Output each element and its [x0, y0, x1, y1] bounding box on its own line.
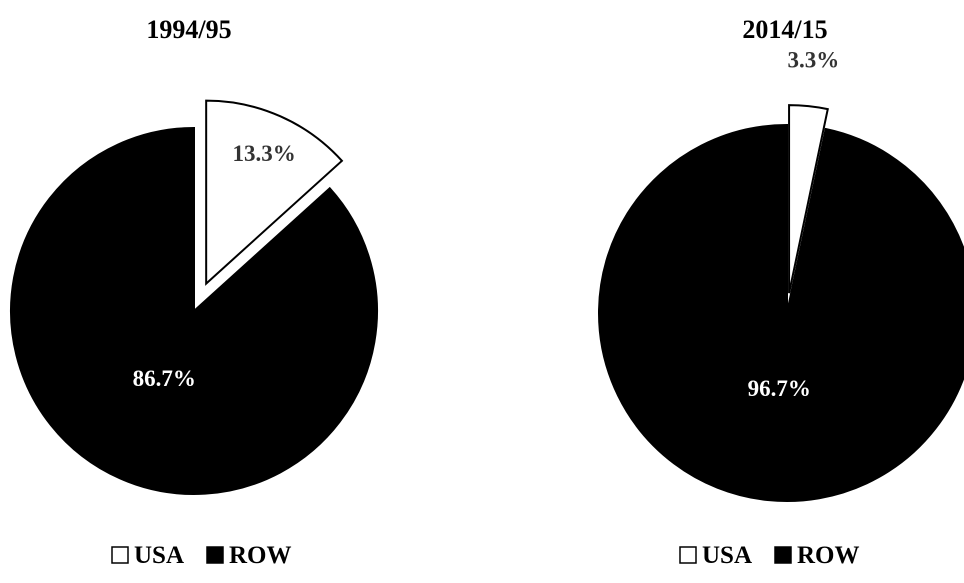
pie-chart-1: 1994/95 13.3% 86.7% USA ROW [10, 15, 378, 569]
legend-label-usa: USA [134, 542, 184, 569]
data-label-row: 86.7% [133, 366, 196, 391]
chart-title: 1994/95 [146, 15, 231, 44]
pie-slice-row [598, 123, 964, 502]
legend-swatch-row [206, 546, 224, 564]
legend-swatch-usa [111, 546, 129, 564]
legend-label-usa: USA [702, 542, 752, 569]
chart-title: 2014/15 [742, 15, 827, 44]
legend-swatch-row [774, 546, 792, 564]
pie-chart-2: 2014/15 3.3% 96.7% USA ROW [598, 15, 964, 569]
pie-slice-row [10, 126, 378, 495]
pie-slice-usa [788, 104, 829, 294]
legend-label-row: ROW [229, 542, 292, 569]
data-label-usa: 3.3% [788, 47, 840, 72]
legend-swatch-usa [679, 546, 697, 564]
legend-label-row: ROW [797, 542, 860, 569]
data-label-row: 96.7% [748, 376, 811, 401]
pie-slice-usa [205, 99, 344, 286]
data-label-usa: 13.3% [232, 141, 295, 166]
legend: USA ROW [679, 542, 860, 569]
legend: USA ROW [111, 542, 292, 569]
